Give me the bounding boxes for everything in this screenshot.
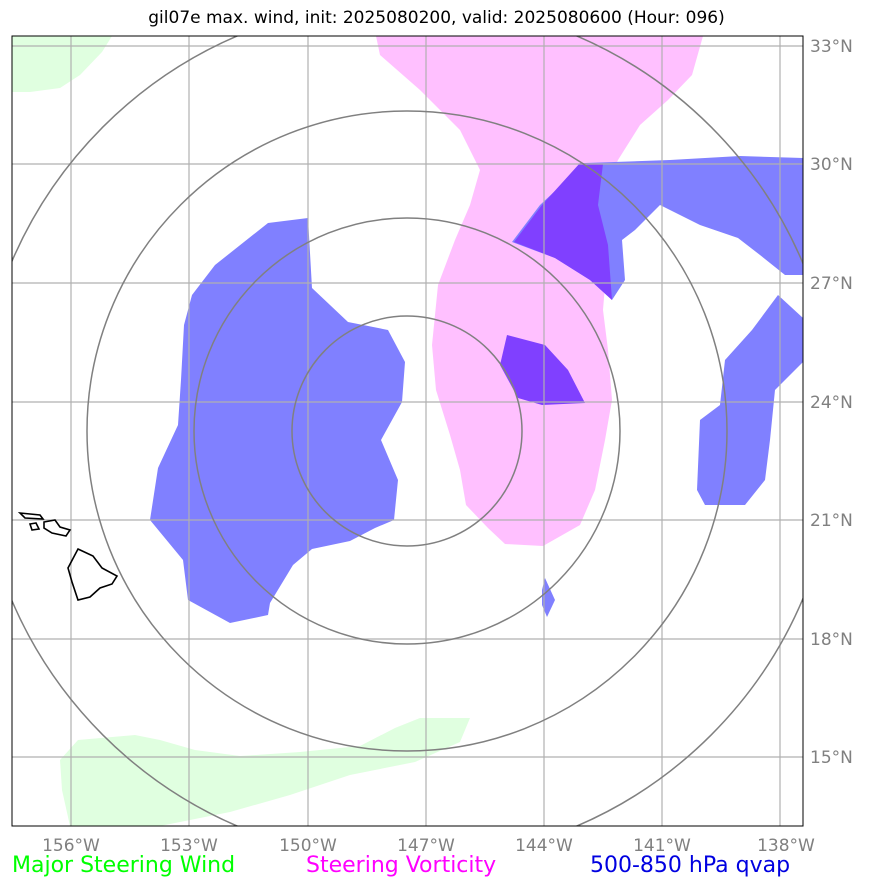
lat-tick-label: 21°N <box>810 511 853 531</box>
lon-tick-label: 141°W <box>633 836 691 856</box>
vorticity-area <box>376 36 703 546</box>
qvap-area-small <box>542 578 555 617</box>
steering-wind-area-north <box>12 36 112 92</box>
legend-qvap: 500-850 hPa qvap <box>590 853 791 878</box>
lon-tick-label: 144°W <box>515 836 573 856</box>
lat-tick-label: 30°N <box>810 155 853 175</box>
range-ring-3 <box>86 110 728 752</box>
longitude-labels: 156°W 153°W 150°W 147°W 144°W 141°W 138°… <box>42 836 815 856</box>
hawaii-coastline <box>17 511 119 601</box>
lon-tick-label: 153°W <box>160 836 218 856</box>
range-ring-1 <box>291 315 523 547</box>
legend-steering-vorticity: Steering Vorticity <box>306 853 497 878</box>
lon-tick-label: 150°W <box>279 836 337 856</box>
island-big-island <box>67 547 119 601</box>
lon-tick-label: 156°W <box>42 836 100 856</box>
legend-steering-wind: Major Steering Wind <box>12 853 236 878</box>
lat-tick-label: 15°N <box>810 748 853 768</box>
latitude-labels: 33°N 30°N 27°N 24°N 21°N 18°N 15°N <box>810 37 853 768</box>
steering-wind-area-south <box>60 718 470 826</box>
lat-tick-label: 24°N <box>810 393 853 413</box>
lon-tick-label: 138°W <box>757 836 815 856</box>
qvap-area-west <box>150 218 405 623</box>
island-oahu <box>28 522 41 531</box>
range-rings <box>12 36 803 826</box>
graticule <box>12 36 803 826</box>
lat-tick-label: 18°N <box>810 630 853 650</box>
overlap-area-north <box>514 163 612 300</box>
map-frame <box>11 35 804 827</box>
overlap-area-center <box>500 335 585 405</box>
range-ring-2 <box>193 217 621 645</box>
map-title: gil07e max. wind, init: 2025080200, vali… <box>148 8 725 28</box>
island-maui-group <box>43 519 72 537</box>
lat-tick-label: 27°N <box>810 274 853 294</box>
lat-tick-label: 33°N <box>810 37 853 57</box>
island-kauai <box>17 511 45 520</box>
lon-tick-label: 147°W <box>397 836 455 856</box>
qvap-area-east <box>697 295 803 505</box>
